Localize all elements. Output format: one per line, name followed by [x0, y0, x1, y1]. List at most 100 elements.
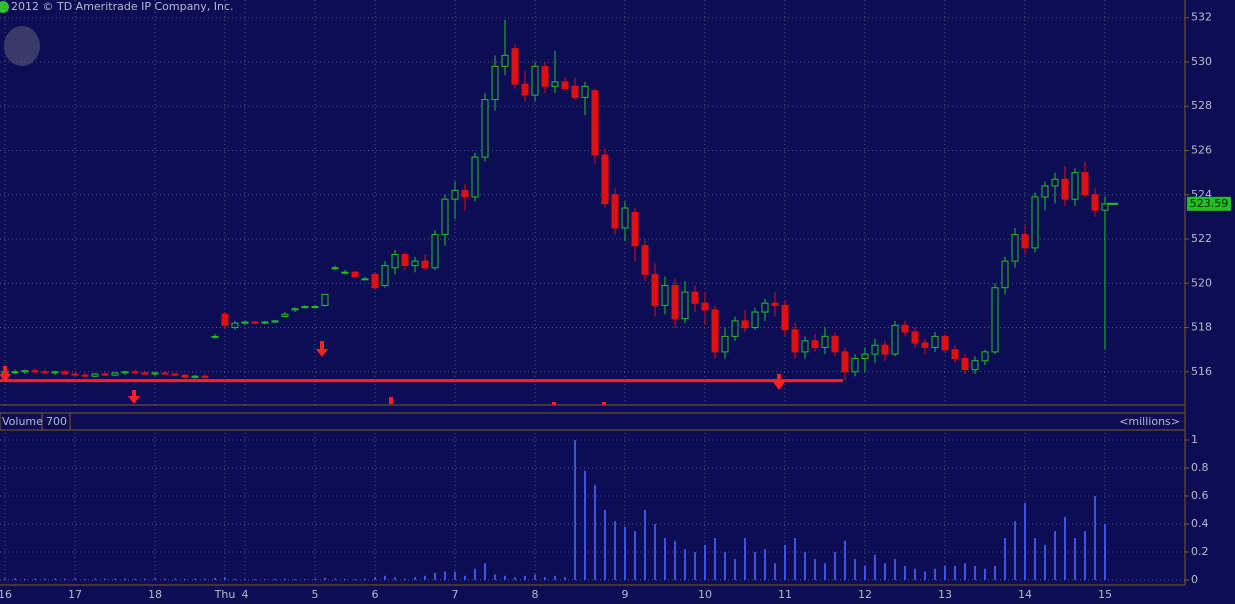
candle-body [701, 302, 709, 311]
candle-body [91, 373, 99, 377]
candle-body [991, 287, 999, 353]
volume-value-box [41, 412, 71, 431]
candle-body [571, 85, 579, 98]
candle-body [671, 284, 679, 320]
volume-label: Volume [2, 415, 43, 428]
candle-body [1001, 260, 1009, 289]
volume-bar [84, 578, 86, 580]
volume-bar [984, 568, 986, 580]
volume-bar [1104, 524, 1106, 580]
y-tick-label: 516 [1191, 365, 1212, 378]
volume-bar [404, 578, 406, 580]
x-tick-label: 17 [68, 588, 82, 601]
candle-body [771, 302, 779, 306]
signal-arrows [0, 341, 785, 405]
volume-bar [384, 575, 386, 580]
candle-body [461, 189, 469, 198]
candle-body [521, 83, 529, 96]
volume-bar [444, 571, 446, 580]
candle-body [801, 340, 809, 353]
volume-bar [24, 578, 26, 580]
volume-bar [784, 545, 786, 580]
arrow [773, 374, 785, 390]
last-price-box [1187, 196, 1231, 211]
volume-bar [864, 566, 866, 580]
volume-bar [1064, 517, 1066, 580]
candle-body [391, 254, 399, 269]
volume-bar [124, 578, 126, 580]
candle-body [591, 90, 599, 156]
candle-body [961, 358, 969, 371]
y-tick-label: 0.2 [1191, 545, 1209, 558]
volume-bar [334, 578, 336, 580]
volume-bar [844, 540, 846, 580]
volume-bar [304, 579, 306, 580]
volume-bar [564, 577, 566, 580]
candle-body [951, 349, 959, 360]
candle-body [741, 320, 749, 329]
candle-body [811, 340, 819, 348]
volume-bar [534, 574, 536, 580]
candle-body [401, 254, 409, 267]
candle-body [321, 293, 329, 306]
volume-bar [144, 578, 146, 580]
y-tick-label: 526 [1191, 143, 1212, 156]
candle-body [201, 375, 209, 378]
arrow [128, 390, 140, 404]
candle-body [51, 371, 59, 374]
y-tick-label: 518 [1191, 321, 1212, 334]
volume-bar [344, 578, 346, 580]
candle-body [361, 278, 369, 281]
candle-body [821, 335, 829, 348]
candle-body [611, 194, 619, 229]
volume-bar [44, 578, 46, 580]
candle-body [531, 65, 539, 96]
candle-body [621, 207, 629, 229]
volume-bar [474, 568, 476, 580]
volume-bar [1084, 531, 1086, 580]
volume-bar [1034, 538, 1036, 580]
candle-body [731, 320, 739, 337]
x-tick-label: 5 [312, 588, 319, 601]
volume-bar [774, 563, 776, 580]
volume-bar [504, 575, 506, 580]
volume-bar [314, 578, 316, 580]
volume-bar [94, 578, 96, 580]
candle-body [31, 370, 39, 373]
volume-bar [1024, 503, 1026, 580]
volume-bar [884, 563, 886, 580]
volume-bar [494, 574, 496, 580]
candle-body [301, 306, 309, 309]
volume-bar [544, 577, 546, 580]
candle-body [1061, 178, 1069, 200]
candle-body [661, 284, 669, 306]
volume-bar [514, 577, 516, 580]
candle-body [1071, 172, 1079, 200]
volume-bar [34, 578, 36, 580]
candle-body [451, 189, 459, 200]
volume-bar [204, 578, 206, 580]
volume-bar [364, 578, 366, 580]
x-tick-label: 10 [698, 588, 712, 601]
candle-body [331, 267, 339, 270]
volume-bar [914, 568, 916, 580]
volume-bar [804, 552, 806, 580]
volume-bar [654, 524, 656, 580]
volume-bar [764, 549, 766, 580]
candle-body [481, 99, 489, 158]
candle-body [651, 273, 659, 306]
volume-bar [724, 552, 726, 580]
x-tick-label: Thu [214, 588, 236, 601]
candle-body [121, 371, 129, 374]
volume-bar [254, 579, 256, 580]
volume-bar [1054, 531, 1056, 580]
candle-body [221, 313, 229, 326]
volume-bar [854, 559, 856, 580]
candle-body [351, 271, 359, 278]
candle-body [971, 360, 979, 371]
volume-bar [714, 538, 716, 580]
x-tick-label: 11 [778, 588, 792, 601]
candle-body [691, 291, 699, 304]
y-tick-label: 0 [1191, 573, 1198, 586]
candle-body [411, 260, 419, 267]
